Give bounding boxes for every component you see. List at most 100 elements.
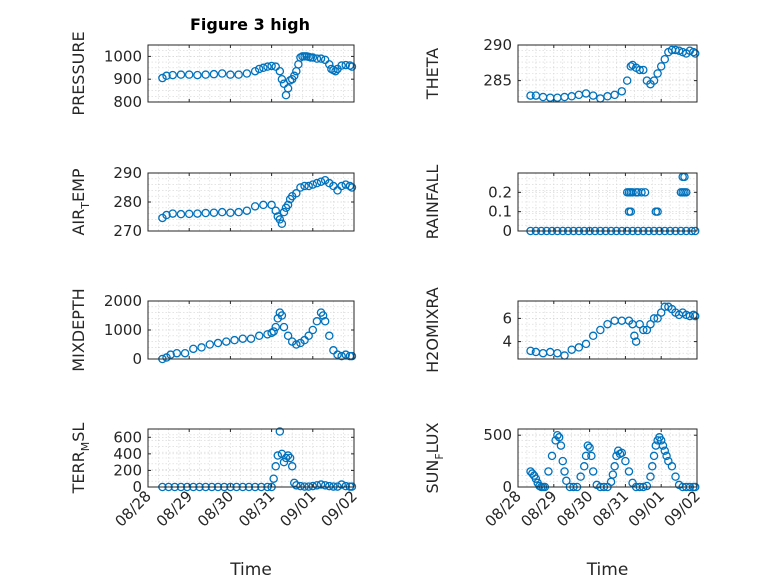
y-tick-label: 2000 xyxy=(104,292,142,310)
y-axis-label-main: THETA xyxy=(423,48,442,100)
data-point xyxy=(558,456,568,466)
data-point xyxy=(168,70,177,80)
subplot-air_temp: 270 280 290 AIRTEMP xyxy=(69,164,357,240)
data-point xyxy=(630,331,639,341)
y-tick-label: 0 xyxy=(502,222,512,240)
data-point xyxy=(234,207,243,217)
data-point xyxy=(312,178,322,188)
data-point xyxy=(639,65,648,75)
data-point xyxy=(283,331,293,341)
data-point xyxy=(271,206,280,215)
subplot-mixdepth: 0 1000 2000 MIXDEPTH xyxy=(69,288,357,372)
data-point xyxy=(259,200,268,210)
data-point xyxy=(347,351,357,361)
data-point xyxy=(579,462,589,471)
data-point xyxy=(649,451,659,461)
y-axis-label: PRESSURE xyxy=(69,31,88,115)
data-point xyxy=(554,433,564,442)
data-point xyxy=(277,311,287,320)
data-point xyxy=(263,62,272,71)
data-point xyxy=(608,470,618,479)
data-point xyxy=(325,60,334,69)
data-point xyxy=(242,206,252,215)
data-point xyxy=(685,311,695,321)
y-tick-label: 285 xyxy=(483,72,512,90)
data-point xyxy=(622,76,632,85)
subplot-theta: 285 290 THETA xyxy=(423,36,700,103)
data-point xyxy=(277,74,287,84)
data-point xyxy=(308,325,318,335)
data-point xyxy=(271,462,280,471)
data-point xyxy=(312,54,322,63)
data-point xyxy=(581,339,591,349)
data-point xyxy=(325,481,334,491)
data-point xyxy=(574,343,584,352)
data-point xyxy=(254,331,264,341)
data-point xyxy=(226,208,235,217)
axes-frame xyxy=(147,428,355,488)
data-point xyxy=(347,183,357,192)
subplot-rainfall: 00.1 0.2 RAINFALL xyxy=(423,165,700,240)
figure-title: Figure 3 high xyxy=(190,15,310,34)
axes-frame xyxy=(517,300,698,360)
data-point xyxy=(166,350,175,359)
data-point xyxy=(658,441,668,450)
data-point xyxy=(290,71,299,81)
data-point xyxy=(292,481,301,490)
data-point xyxy=(217,207,227,217)
axes-frame xyxy=(517,428,698,488)
data-point xyxy=(312,317,322,326)
y-axis-label: THETA xyxy=(423,48,442,100)
data-point xyxy=(603,319,612,329)
y-axis-label-subscript: T xyxy=(79,202,92,210)
data-point xyxy=(331,66,340,76)
data-point xyxy=(238,334,248,343)
y-axis-label-subscript: M xyxy=(79,442,92,452)
y-axis-label: RAINFALL xyxy=(423,165,442,240)
x-axis-label: Time xyxy=(229,560,272,580)
data-point xyxy=(162,210,171,220)
data-point xyxy=(271,322,280,332)
data-point xyxy=(296,481,305,491)
data-point xyxy=(267,328,276,338)
data-point xyxy=(588,91,598,100)
data-point xyxy=(585,443,594,452)
y-axis-label: MIXDEPTH xyxy=(69,288,88,371)
data-point xyxy=(285,453,295,463)
y-axis-label: AIRTEMP xyxy=(69,168,92,235)
data-point xyxy=(544,467,553,476)
data-point xyxy=(588,331,598,341)
data-point xyxy=(292,189,301,198)
data-point xyxy=(325,331,334,341)
data-point xyxy=(176,209,186,219)
data-point xyxy=(230,335,239,345)
data-point xyxy=(660,55,670,64)
data-point xyxy=(209,208,219,217)
data-point xyxy=(287,462,297,471)
data-point xyxy=(333,350,342,359)
data-point xyxy=(308,481,318,491)
data-point xyxy=(222,337,231,346)
data-point xyxy=(217,69,227,78)
data-point xyxy=(628,188,637,197)
axes-frame xyxy=(147,44,355,103)
y-tick-label: 280 xyxy=(113,193,142,211)
data-point xyxy=(267,200,276,210)
data-point xyxy=(304,181,313,191)
data-point xyxy=(337,351,346,361)
data-point xyxy=(172,348,182,358)
data-point xyxy=(682,188,691,197)
data-point xyxy=(526,91,535,100)
data-point xyxy=(279,457,289,467)
data-point xyxy=(649,314,659,323)
data-point xyxy=(337,61,346,70)
y-tick-label: 290 xyxy=(483,36,512,54)
y-axis-label-rest: LUX xyxy=(423,422,442,453)
data-point xyxy=(312,481,322,490)
data-point xyxy=(273,451,283,460)
subplot-h2omixra: 4 6 H2OMIXRA xyxy=(423,287,700,373)
data-point xyxy=(553,430,562,440)
data-point xyxy=(283,200,293,210)
data-point xyxy=(526,346,535,356)
y-axis-label-main: TERR xyxy=(69,451,88,494)
